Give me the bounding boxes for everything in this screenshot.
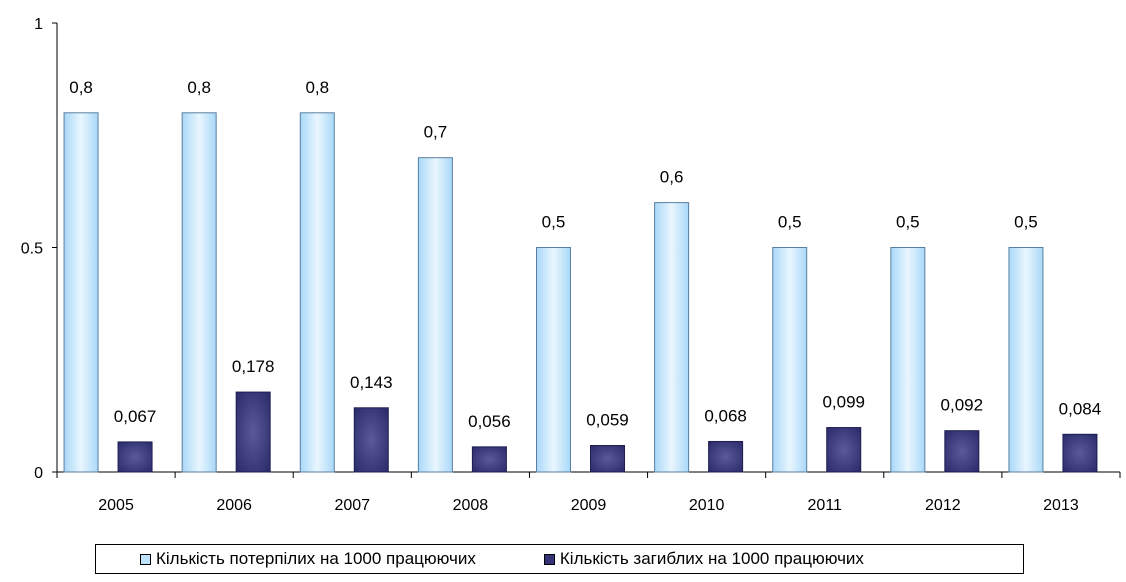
legend-swatch-injured — [140, 553, 151, 565]
legend-label-killed: Кількість загиблих на 1000 працюючих — [559, 549, 864, 568]
data-label-killed: 0,092 — [941, 396, 984, 415]
bar-killed — [471, 446, 507, 473]
data-labels: 0,8 0,8 0,8 0,7 0,5 0,6 0,5 0,5 0,5 0,067 0,178 0,1… — [69, 78, 1101, 431]
data-label-killed: 0,099 — [822, 393, 865, 412]
legend: Кількість потерпілих на 1000 працюючих К… — [95, 544, 1024, 574]
data-label-injured: 0,7 — [424, 123, 448, 142]
x-tick-label: 2011 — [808, 497, 843, 514]
bar-killed — [353, 407, 389, 473]
x-tick-label: 2008 — [453, 497, 489, 514]
bar-killed — [590, 445, 625, 473]
data-label-killed: 0,068 — [704, 406, 747, 425]
data-label-injured: 0,5 — [1014, 213, 1038, 232]
data-label-injured: 0,6 — [660, 168, 684, 187]
bar-injured — [1008, 247, 1044, 473]
data-label-killed: 0,056 — [468, 412, 511, 431]
x-tick-label: 2006 — [216, 497, 252, 514]
bar-injured — [890, 247, 926, 473]
data-label-injured: 0,5 — [542, 213, 566, 232]
data-label-killed: 0,178 — [232, 357, 275, 376]
bar-injured — [417, 157, 453, 473]
bar-killed — [235, 391, 271, 473]
bar-killed — [117, 441, 153, 473]
data-label-killed: 0,084 — [1059, 399, 1102, 418]
bar-killed — [826, 427, 862, 473]
x-tick-label: 2009 — [571, 497, 607, 514]
data-label-injured: 0,5 — [778, 213, 802, 232]
legend-item-injured: Кількість потерпілих на 1000 працюючих — [140, 549, 476, 569]
data-label-injured: 0,8 — [187, 78, 211, 97]
axes: 0 0.5 1 2005 2006 2007 2008 2009 2010 2011 2012 201… — [21, 16, 1121, 514]
data-label-killed: 0,059 — [586, 411, 629, 430]
bar-chart: 0 0.5 1 2005 2006 2007 2008 2009 2010 2011 2012 201… — [21, 16, 1121, 514]
y-tick-label: 1 — [34, 16, 43, 33]
x-tick-label: 2007 — [334, 497, 370, 514]
x-tick-label: 2010 — [689, 497, 725, 514]
bar-injured — [299, 112, 335, 473]
bar-injured — [536, 247, 571, 473]
bar-injured — [772, 247, 808, 473]
data-label-killed: 0,143 — [350, 373, 393, 392]
data-label-injured: 0,5 — [896, 213, 920, 232]
bar-killed — [944, 430, 980, 473]
bar-killed — [708, 440, 744, 473]
data-label-killed: 0,067 — [114, 407, 157, 426]
x-tick-label: 2005 — [98, 497, 134, 514]
bars — [63, 112, 1098, 473]
legend-label-injured: Кількість потерпілих на 1000 працюючих — [156, 549, 476, 568]
bar-killed — [1062, 433, 1098, 473]
legend-swatch-killed — [543, 553, 555, 565]
bar-injured — [63, 112, 99, 473]
bar-injured — [654, 202, 690, 473]
y-tick-label: 0 — [34, 465, 43, 482]
legend-item-killed: Кількість загиблих на 1000 працюючих — [543, 549, 864, 569]
y-tick-label: 0.5 — [21, 241, 43, 258]
x-tick-label: 2012 — [925, 497, 961, 514]
data-label-injured: 0,8 — [305, 78, 329, 97]
data-label-injured: 0,8 — [69, 78, 93, 97]
bar-injured — [181, 112, 217, 473]
x-tick-label: 2013 — [1043, 497, 1079, 514]
